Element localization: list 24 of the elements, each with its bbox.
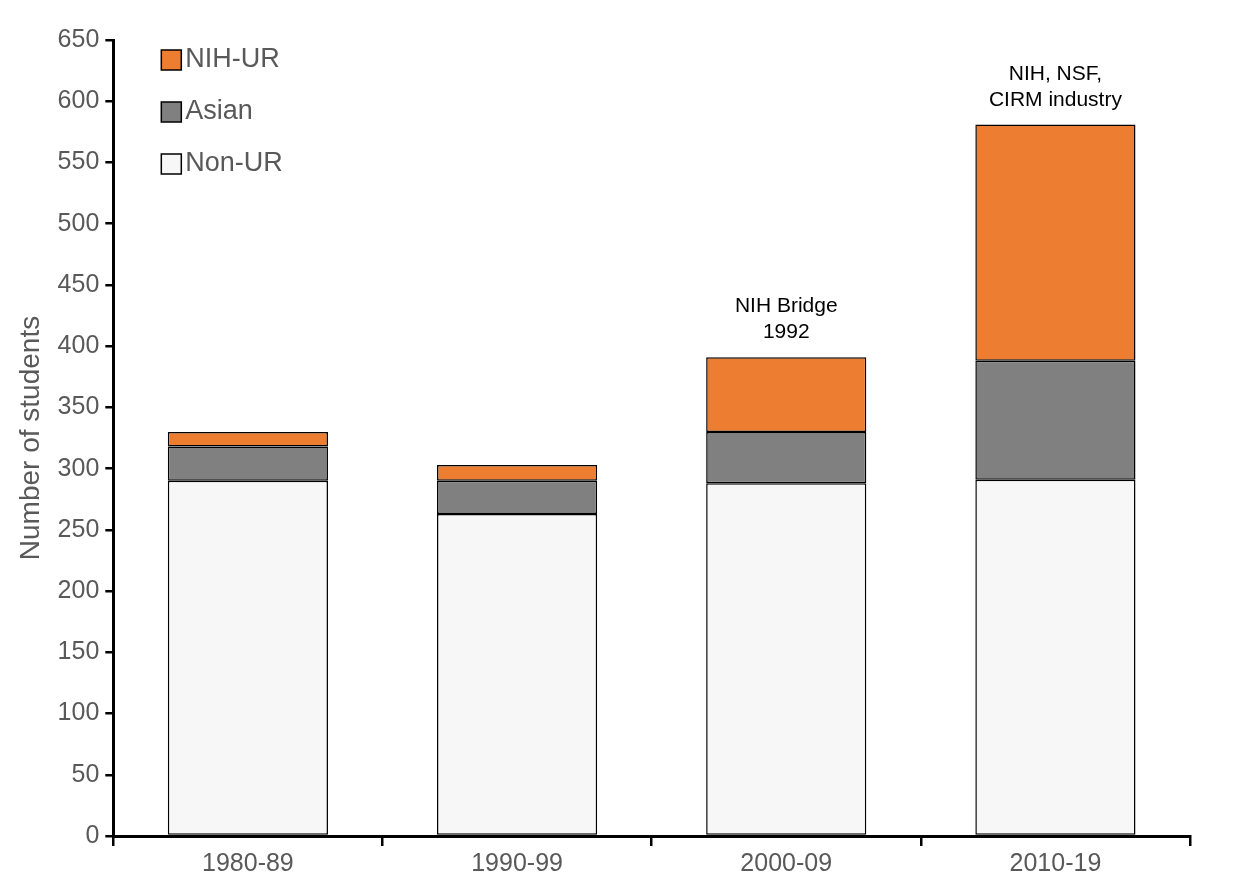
x-tick-label: 1990-99 <box>471 847 563 876</box>
legend-label: Asian <box>185 95 253 126</box>
annotation: NIH, NSF, CIRM industry <box>988 60 1123 110</box>
y-tick-label: 400 <box>57 330 100 359</box>
y-tick-label: 600 <box>57 85 100 114</box>
x-tick-label: 2000-09 <box>740 847 833 876</box>
y-tick-label: 350 <box>57 391 100 420</box>
y-tick-label: 0 <box>85 819 100 848</box>
y-axis-title: Number of students <box>13 315 45 561</box>
y-tick-label: 550 <box>57 146 100 175</box>
legend-label: Non-UR <box>185 147 283 178</box>
y-tick-label: 650 <box>57 23 100 52</box>
y-tick-label: 50 <box>71 758 100 787</box>
x-tick-label: 2010-19 <box>1009 847 1102 876</box>
y-tick-label: 450 <box>57 268 100 297</box>
y-tick-label: 250 <box>57 513 100 542</box>
y-tick-label: 150 <box>57 636 100 665</box>
y-tick-label: 200 <box>57 574 100 603</box>
y-tick-label: 500 <box>57 207 100 236</box>
x-tick-label: 1980-89 <box>202 847 294 876</box>
y-tick-label: 100 <box>57 697 100 726</box>
annotation: NIH Bridge 1992 <box>734 293 838 343</box>
legend-label: NIH-UR <box>185 43 280 74</box>
y-tick-label: 300 <box>57 452 100 481</box>
